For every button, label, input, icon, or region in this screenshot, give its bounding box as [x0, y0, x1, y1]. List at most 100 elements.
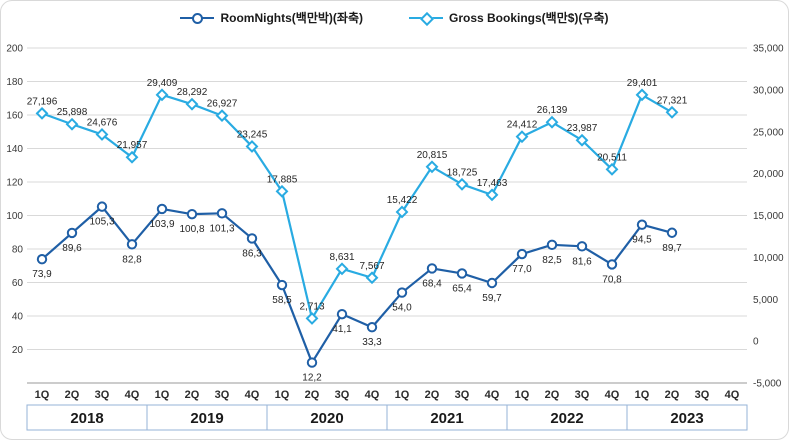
- roomnights-data-label: 94,5: [632, 235, 652, 246]
- year-cell: [506, 404, 628, 431]
- gross-bookings-point-marker: [125, 150, 139, 164]
- right-axis-tick-label: 5,000: [753, 295, 778, 306]
- year-cell: [386, 404, 508, 431]
- x-axis-quarter-label: 1Q: [35, 389, 50, 401]
- x-axis-quarter-label: 4Q: [365, 389, 380, 401]
- gross-bookings-line: [41, 93, 673, 320]
- gross-bookings-point-marker: [185, 97, 199, 111]
- left-axis-tick-label: 100: [6, 211, 23, 222]
- gross-bookings-data-label: 17,463: [477, 178, 508, 189]
- year-label: 2018: [70, 410, 103, 427]
- year-cell: [626, 404, 748, 431]
- x-axis-quarter-label: 2Q: [545, 389, 560, 401]
- gross-bookings-data-label: 27,321: [657, 95, 688, 106]
- gross-bookings-point-marker: [425, 160, 439, 174]
- year-cell: [26, 404, 148, 431]
- x-axis-quarter-label: 3Q: [695, 389, 710, 401]
- gross-bookings-point-marker: [335, 262, 349, 276]
- gross-bookings-point-marker: [275, 184, 289, 198]
- gross-bookings-point-marker: [395, 205, 409, 219]
- roomnights-point-marker: [636, 219, 648, 230]
- roomnights-point-marker: [246, 233, 258, 244]
- roomnights-point-marker: [216, 208, 228, 219]
- x-axis-quarter-label: 3Q: [335, 389, 350, 401]
- gross-bookings-point-marker: [215, 109, 229, 123]
- x-axis-quarter-label: 2Q: [305, 389, 320, 401]
- x-axis-quarter-label: 4Q: [245, 389, 260, 401]
- roomnights-point-marker: [426, 263, 438, 274]
- roomnights-point-marker: [546, 239, 558, 251]
- roomnights-data-label: 100,8: [179, 224, 204, 235]
- right-axis-tick-label: 30,000: [753, 85, 784, 96]
- gross-bookings-data-label: 7,567: [359, 261, 384, 272]
- gross-bookings-point-marker: [665, 105, 679, 119]
- gross-bookings-data-label: 18,725: [447, 167, 478, 178]
- roomnights-data-label: 59,7: [482, 293, 502, 304]
- gross-bookings-diamond-marker-icon: [409, 11, 443, 26]
- chart-legend: RoomNights(백만박)(좌축) Gross Bookings(백만$)(…: [1, 9, 788, 26]
- roomnights-point-marker: [396, 287, 408, 298]
- roomnights-data-label: 101,3: [209, 223, 234, 234]
- roomnights-data-label: 33,3: [362, 337, 382, 348]
- roomnights-point-marker: [126, 239, 138, 250]
- left-axis-tick-label: 180: [6, 77, 23, 88]
- roomnights-point-marker: [96, 201, 108, 212]
- gross-bookings-data-label: 25,898: [57, 107, 88, 118]
- gross-bookings-data-label: 21,957: [117, 140, 148, 151]
- x-axis-quarter-label: 2Q: [425, 389, 440, 401]
- x-axis-quarter-label: 4Q: [485, 389, 500, 401]
- roomnights-data-label: 65,4: [452, 283, 472, 294]
- right-axis-tick-label: 35,000: [753, 44, 784, 55]
- roomnights-line: [41, 205, 673, 364]
- x-axis-quarter-label: 4Q: [605, 389, 620, 401]
- roomnights-point-marker: [606, 259, 618, 270]
- roomnights-point-marker: [576, 241, 588, 252]
- right-axis-tick-label: 10,000: [753, 253, 784, 264]
- x-axis-quarter-label: 3Q: [575, 389, 590, 401]
- gross-bookings-data-label: 20,511: [597, 152, 627, 163]
- roomnights-point-marker: [516, 248, 528, 260]
- roomnights-data-label: 82,8: [122, 254, 142, 265]
- gross-bookings-data-label: 23,245: [237, 129, 268, 140]
- roomnights-point-marker: [456, 268, 468, 279]
- gross-bookings-data-label: 15,422: [387, 195, 418, 206]
- gross-bookings-point-marker: [155, 88, 169, 102]
- gross-bookings-point-marker: [65, 117, 79, 131]
- legend-item-roomnights: RoomNights(백만박)(좌축): [180, 9, 363, 26]
- roomnights-point-marker: [276, 279, 288, 291]
- roomnights-data-label: 73,9: [32, 269, 52, 280]
- roomnights-data-label: 54,0: [392, 303, 412, 314]
- gross-bookings-point-marker: [575, 133, 589, 147]
- gross-bookings-point-marker: [455, 177, 469, 191]
- gross-bookings-point-marker: [605, 162, 619, 176]
- x-axis-quarter-label: 1Q: [515, 389, 530, 401]
- gross-bookings-point-marker: [545, 115, 559, 129]
- gross-bookings-point-marker: [35, 106, 49, 120]
- gross-bookings-point-marker: [95, 128, 109, 141]
- gross-bookings-data-label: 24,412: [507, 120, 538, 131]
- roomnights-point-marker: [486, 277, 498, 289]
- gross-bookings-data-label: 8,631: [329, 252, 354, 263]
- x-axis-quarter-label: 3Q: [95, 389, 110, 401]
- x-axis-quarter-label: 1Q: [275, 389, 290, 401]
- legend-item-gross-bookings: Gross Bookings(백만$)(우축): [409, 9, 609, 26]
- gross-bookings-point-marker: [485, 188, 499, 202]
- roomnights-data-label: 86,3: [242, 248, 262, 259]
- gross-bookings-data-label: 26,139: [537, 105, 568, 116]
- roomnights-data-label: 89,7: [662, 243, 682, 254]
- gross-bookings-data-label: 24,676: [87, 117, 118, 128]
- legend-label-gross-bookings: Gross Bookings(백만$)(우축): [449, 11, 609, 25]
- gross-bookings-data-label: 27,196: [27, 96, 58, 107]
- gross-bookings-point-marker: [305, 311, 319, 325]
- gross-bookings-data-label: 26,927: [207, 99, 238, 110]
- year-label: 2022: [550, 410, 583, 427]
- year-label: 2021: [430, 410, 463, 427]
- year-label: 2023: [670, 410, 703, 427]
- roomnights-point-marker: [666, 227, 678, 238]
- roomnights-point-marker: [336, 308, 348, 320]
- roomnights-data-label: 105,3: [89, 217, 114, 228]
- right-axis-tick-label: 25,000: [753, 127, 784, 138]
- roomnights-data-label: 89,6: [62, 243, 82, 254]
- gross-bookings-data-label: 20,815: [417, 150, 448, 161]
